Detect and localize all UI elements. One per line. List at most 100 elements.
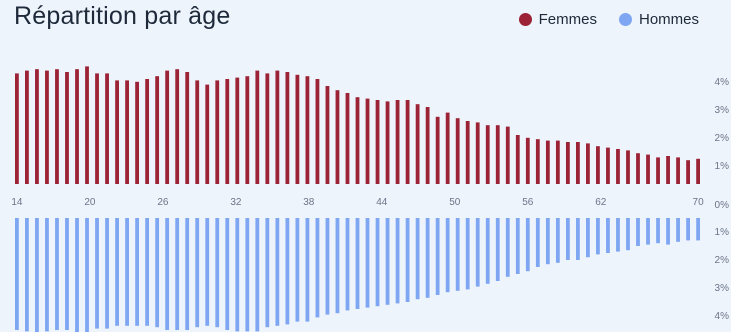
bar-hommes	[576, 218, 580, 260]
bar-hommes	[426, 218, 430, 298]
bar-femmes	[25, 71, 29, 184]
bar-hommes	[506, 218, 510, 277]
y-tick-label: 1%	[715, 161, 730, 172]
bar-hommes	[606, 218, 610, 253]
x-tick-label: 70	[693, 197, 705, 208]
bar-hommes	[25, 218, 29, 331]
bar-femmes	[75, 69, 79, 184]
bar-hommes	[295, 218, 299, 322]
bar-hommes	[546, 218, 550, 264]
bar-hommes	[195, 218, 199, 327]
bar-femmes	[155, 76, 159, 184]
bar-femmes	[596, 146, 600, 184]
bar-hommes	[456, 218, 460, 291]
y-tick-label: 1%	[715, 227, 730, 238]
y-tick-label: 3%	[715, 105, 730, 116]
bar-hommes	[45, 218, 49, 331]
bar-femmes	[105, 73, 109, 184]
bar-femmes	[506, 127, 510, 184]
bar-femmes	[426, 107, 430, 184]
bar-hommes	[205, 218, 209, 326]
bar-hommes	[626, 218, 630, 250]
bar-hommes	[105, 218, 109, 329]
bar-femmes	[696, 159, 700, 184]
bar-femmes	[15, 73, 19, 184]
bar-femmes	[676, 157, 680, 184]
bar-hommes	[115, 218, 119, 326]
bar-hommes	[526, 218, 530, 271]
bar-femmes	[285, 72, 289, 184]
bar-femmes	[95, 73, 99, 184]
bar-femmes	[606, 148, 610, 184]
y-tick-label: 2%	[715, 255, 730, 266]
x-tick-label: 26	[157, 197, 169, 208]
bar-femmes	[165, 71, 169, 184]
bar-femmes	[225, 79, 229, 184]
bar-hommes	[235, 218, 239, 331]
bar-femmes	[416, 104, 420, 184]
bar-femmes	[656, 157, 660, 184]
bar-hommes	[566, 218, 570, 260]
bar-hommes	[436, 218, 440, 295]
bar-hommes	[225, 218, 229, 330]
bar-femmes	[546, 141, 550, 184]
bar-hommes	[346, 218, 350, 310]
bar-femmes	[275, 71, 279, 184]
x-tick-label: 38	[303, 197, 315, 208]
bar-hommes	[336, 218, 340, 313]
bar-femmes	[636, 153, 640, 184]
x-tick-label: 50	[449, 197, 461, 208]
bar-femmes	[456, 118, 460, 184]
bar-hommes	[636, 218, 640, 246]
bar-femmes	[396, 100, 400, 184]
bar-hommes	[556, 218, 560, 263]
bar-femmes	[255, 71, 259, 184]
bar-hommes	[666, 218, 670, 245]
x-tick-label: 62	[595, 197, 607, 208]
bar-femmes	[85, 66, 89, 184]
y-tick-label: 4%	[715, 77, 730, 88]
bar-hommes	[486, 218, 490, 284]
bar-femmes	[35, 69, 39, 184]
bar-femmes	[526, 138, 530, 184]
bar-hommes	[476, 218, 480, 287]
bar-hommes	[145, 218, 149, 326]
bar-hommes	[35, 218, 39, 332]
bar-hommes	[416, 218, 420, 299]
bar-hommes	[155, 218, 159, 327]
bar-hommes	[406, 218, 410, 302]
bar-femmes	[556, 141, 560, 184]
bar-hommes	[215, 218, 219, 327]
bar-hommes	[265, 218, 269, 327]
bar-hommes	[135, 218, 139, 326]
bar-femmes	[265, 73, 269, 184]
bar-femmes	[686, 160, 690, 184]
bar-hommes	[15, 218, 19, 330]
bar-femmes	[406, 100, 410, 184]
bar-hommes	[65, 218, 69, 330]
bar-hommes	[376, 218, 380, 306]
y-tick-label: 0%	[715, 200, 730, 211]
y-tick-label: 3%	[715, 283, 730, 294]
bar-femmes	[536, 139, 540, 184]
bar-femmes	[476, 122, 480, 184]
bar-hommes	[175, 218, 179, 330]
x-tick-label: 32	[230, 197, 242, 208]
bar-femmes	[125, 80, 129, 184]
bar-femmes	[466, 121, 470, 184]
bar-hommes	[536, 218, 540, 267]
bar-hommes	[496, 218, 500, 281]
bar-hommes	[306, 218, 310, 322]
bar-femmes	[366, 99, 370, 184]
bar-femmes	[45, 71, 49, 184]
bar-femmes	[215, 80, 219, 184]
bar-hommes	[616, 218, 620, 252]
bar-hommes	[676, 218, 680, 242]
x-tick-label: 20	[84, 197, 96, 208]
bar-femmes	[376, 100, 380, 184]
bar-femmes	[496, 125, 500, 184]
bar-hommes	[125, 218, 129, 326]
bar-hommes	[326, 218, 330, 315]
bar-hommes	[446, 218, 450, 292]
bar-femmes	[486, 125, 490, 184]
